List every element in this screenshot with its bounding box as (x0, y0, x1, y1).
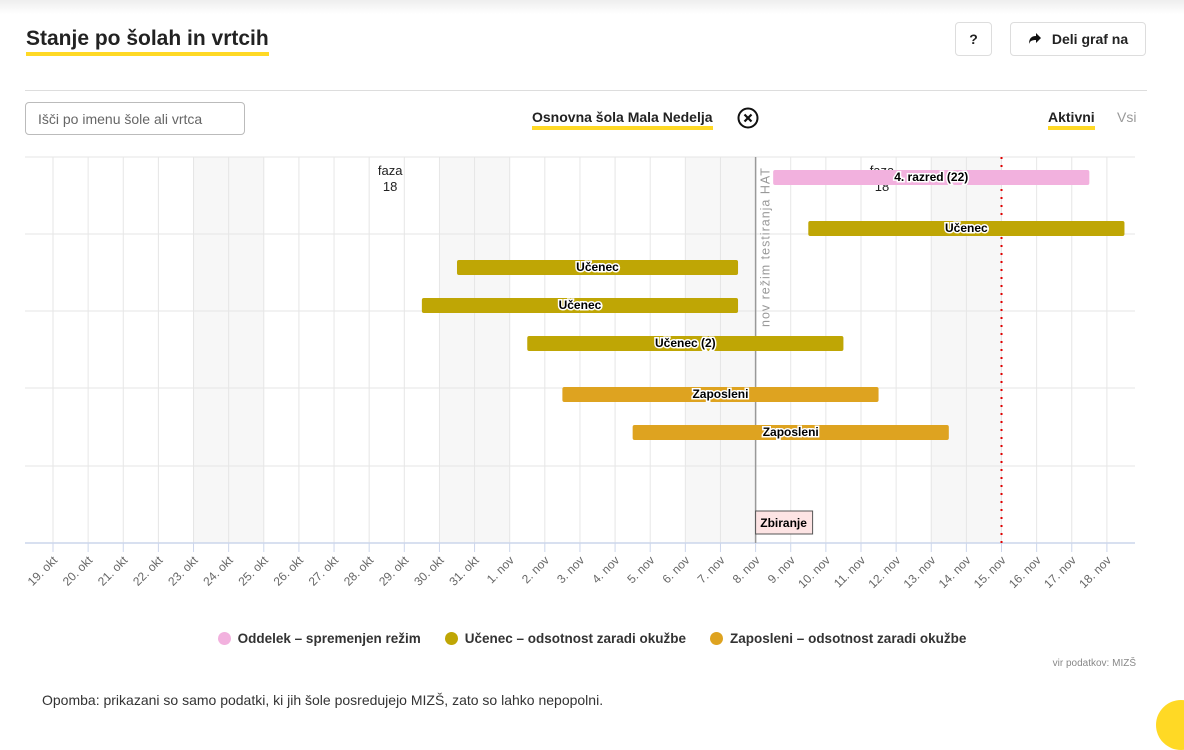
flag-box (755, 510, 814, 535)
x-tick-label: 14. nov (936, 553, 974, 591)
x-tick-label: 30. okt (411, 553, 447, 589)
data-source: vir podatkov: MIZŠ (1052, 658, 1136, 669)
x-tick-label: 20. okt (60, 553, 96, 589)
x-tick-label: 27. okt (306, 553, 342, 589)
legend-dot (217, 632, 231, 645)
x-tick-label: 6. nov (659, 553, 692, 586)
bar-label: 4. razred (22) (894, 170, 968, 184)
floating-action-button[interactable] (1156, 700, 1184, 750)
x-tick-label: 21. okt (95, 553, 131, 589)
policy-change-label: nov režim testiranja HAT (759, 167, 773, 327)
legend-label: Oddelek – spremenjen režim (237, 631, 421, 646)
x-tick-label: 23. okt (165, 553, 201, 589)
bar-label: Učenec (559, 298, 602, 312)
legend-label: Zaposleni – odsotnost zaradi okužbe (730, 631, 967, 646)
x-tick-label: 26. okt (271, 553, 307, 589)
legend-item-oddelek[interactable]: Oddelek – spremenjen režim (217, 631, 421, 646)
bar-učenec (421, 298, 739, 313)
x-tick-label: 13. nov (901, 553, 939, 591)
bar-učenec (527, 336, 844, 351)
x-tick-label: 15. nov (971, 553, 1009, 591)
x-tick-label: 7. nov (695, 553, 728, 586)
bar-label: Učenec (945, 221, 988, 235)
help-button[interactable]: ? (955, 22, 992, 56)
x-tick-label: 31. okt (446, 553, 482, 589)
share-arrow-icon (1028, 33, 1041, 44)
x-tick-label: 16. nov (1006, 553, 1044, 591)
x-tick-label: 8. nov (730, 553, 763, 586)
search-input[interactable] (25, 102, 245, 135)
x-tick-label: 29. okt (376, 553, 412, 589)
bar-učenec (808, 221, 1125, 236)
bar-zaposleni (562, 387, 879, 402)
x-tick-label: 28. okt (341, 553, 377, 589)
bar-label: Učenec (576, 260, 619, 274)
x-tick-label: 24. okt (200, 553, 236, 589)
bar-label: Učenec (2) (655, 336, 716, 350)
x-tick-label: 11. nov (831, 553, 868, 590)
legend-item-ucenec[interactable]: Učenec – odsotnost zaradi okužbe (444, 631, 687, 646)
x-tick-label: 10. nov (795, 553, 833, 591)
bar-učenec (456, 260, 739, 275)
x-tick-label: 25. okt (236, 553, 272, 589)
filter-active[interactable]: Aktivni (1048, 108, 1095, 130)
x-tick-label: 12. nov (865, 553, 903, 591)
bar-zaposleni (632, 425, 949, 440)
bar-label: Zaposleni (692, 387, 748, 401)
legend-dot (444, 632, 458, 645)
legend: Oddelek – spremenjen režim Učenec – odso… (0, 631, 1184, 646)
x-tick-label: 5. nov (624, 553, 657, 586)
flag-label: Zbiranje (760, 516, 807, 530)
x-tick-label: 2. nov (519, 553, 552, 586)
bar-label: Zaposleni (763, 425, 819, 439)
legend-label: Učenec – odsotnost zaradi okužbe (464, 631, 687, 646)
x-tick-label: 19. okt (25, 553, 61, 589)
share-label: Deli graf na (1051, 31, 1129, 47)
divider (25, 90, 1147, 91)
phase-annotation: 18 (383, 179, 397, 194)
legend-item-zaposleni[interactable]: Zaposleni – odsotnost zaradi okužbe (710, 631, 966, 646)
phase-annotation: faza (378, 163, 403, 178)
footnote: Opomba: prikazani so samo podatki, ki ji… (42, 692, 604, 708)
top-shadow (0, 0, 1184, 14)
share-button[interactable]: Deli graf na (1010, 22, 1146, 56)
x-tick-label: 1. nov (484, 553, 517, 586)
x-tick-label: 18. nov (1076, 553, 1114, 591)
filter-all[interactable]: Vsi (1117, 109, 1137, 125)
x-tick-label: 17. nov (1041, 553, 1079, 591)
x-tick-label: 4. nov (589, 553, 622, 586)
clear-school-icon[interactable] (737, 107, 759, 129)
page-title: Stanje po šolah in vrtcih (26, 26, 269, 56)
selected-school: Osnovna šola Mala Nedelja (532, 108, 713, 130)
legend-dot (710, 632, 724, 645)
x-tick-label: 9. nov (765, 553, 798, 586)
bar-oddelek (773, 170, 1090, 185)
x-tick-label: 22. okt (130, 553, 166, 589)
gantt-chart: 19. okt 20. okt 21. okt 22. okt 23. okt 24. o… (25, 156, 1135, 591)
x-tick-label: 3. nov (554, 553, 587, 586)
